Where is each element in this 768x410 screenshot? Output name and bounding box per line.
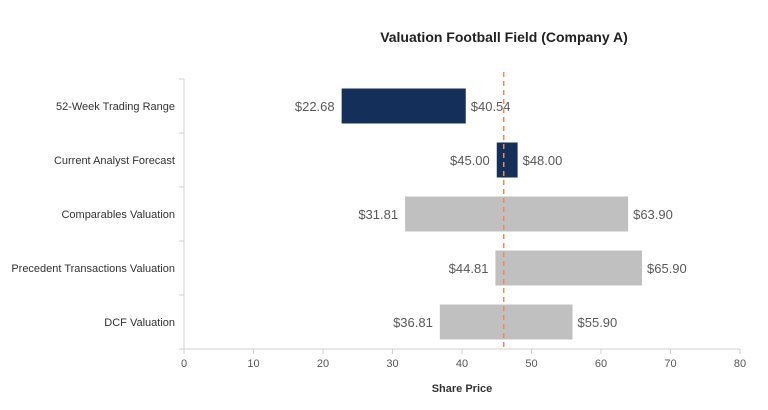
range-bar [341, 88, 466, 124]
low-value-label: $22.68 [295, 99, 335, 114]
category-label: DCF Valuation [104, 317, 175, 329]
x-axis-label: Share Price [432, 383, 493, 395]
x-tick-label: 30 [386, 358, 398, 370]
category-label: Comparables Valuation [61, 209, 175, 221]
category-label: 52-Week Trading Range [56, 101, 175, 113]
x-tick-label: 40 [456, 358, 468, 370]
chart-title: Valuation Football Field (Company A) [380, 29, 628, 45]
low-value-label: $36.81 [393, 315, 433, 330]
range-bar [495, 250, 643, 286]
range-bar [496, 142, 518, 178]
high-value-label: $63.90 [633, 207, 673, 222]
x-tick-label: 50 [525, 358, 537, 370]
high-value-label: $55.90 [578, 315, 618, 330]
x-tick-label: 0 [181, 358, 187, 370]
x-tick-label: 60 [595, 358, 607, 370]
x-tick-label: 70 [664, 358, 676, 370]
low-value-label: $31.81 [358, 207, 398, 222]
range-bar [405, 196, 629, 232]
category-label: Current Analyst Forecast [54, 155, 175, 167]
category-label: Precedent Transactions Valuation [11, 263, 175, 275]
low-value-label: $45.00 [450, 153, 490, 168]
x-tick-label: 10 [247, 358, 259, 370]
high-value-label: $48.00 [523, 153, 563, 168]
range-bar [439, 304, 573, 340]
x-tick-label: 80 [734, 358, 746, 370]
high-value-label: $65.90 [647, 261, 687, 276]
high-value-label: $40.54 [471, 99, 511, 114]
low-value-label: $44.81 [449, 261, 489, 276]
x-tick-label: 20 [317, 358, 329, 370]
